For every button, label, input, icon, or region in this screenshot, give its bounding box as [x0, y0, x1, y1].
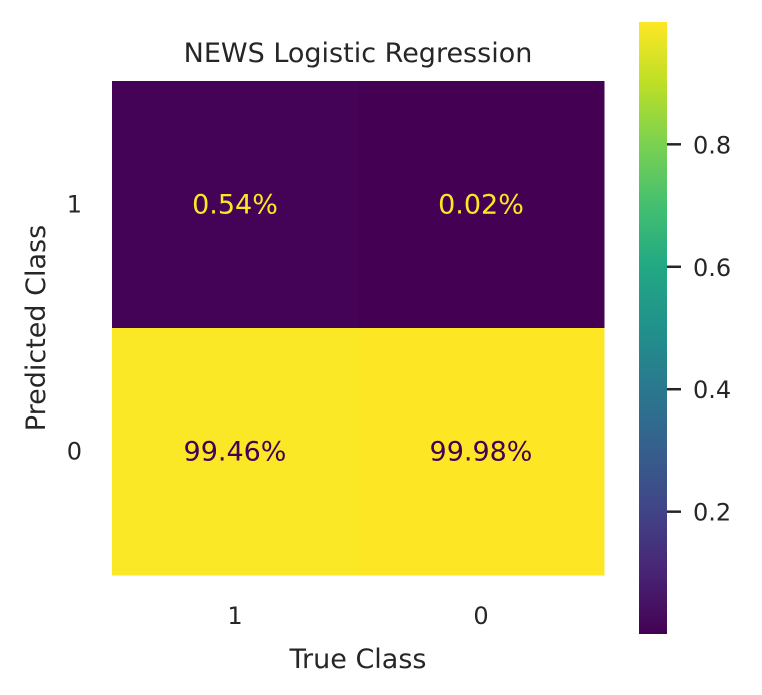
colorbar-tick-label: 0.6 — [693, 254, 731, 282]
y-axis-ticks: 10 — [67, 191, 82, 466]
heatmap-cell-0-0 — [112, 81, 359, 329]
cell-label-1-0: 99.46% — [184, 437, 287, 468]
chart-title: NEWS Logistic Regression — [184, 38, 533, 69]
y-axis-label: Predicted Class — [21, 225, 52, 431]
cell-label-0-0: 0.54% — [192, 190, 278, 221]
cell-label-1-1: 99.98% — [430, 437, 533, 468]
cell-value-labels: 0.54% 0.02% 99.46% 99.98% — [184, 190, 533, 468]
colorbar-ticks: 0.2 0.4 0.6 0.8 — [667, 131, 731, 527]
heatmap-cell-0-1 — [358, 81, 605, 329]
cell-label-0-1: 0.02% — [438, 190, 524, 221]
y-tick-label: 0 — [67, 438, 82, 466]
colorbar-tick-label: 0.2 — [693, 499, 731, 527]
heatmap-cell-1-0 — [112, 328, 359, 576]
heatmap-cells — [112, 81, 605, 576]
x-tick-label: 1 — [227, 602, 242, 630]
colorbar — [639, 22, 667, 634]
x-axis-label: True Class — [289, 644, 427, 675]
colorbar-tick-label: 0.8 — [693, 131, 731, 159]
heatmap-cell-1-1 — [358, 328, 605, 576]
colorbar-tick-label: 0.4 — [693, 376, 731, 404]
x-tick-label: 0 — [473, 602, 488, 630]
y-tick-label: 1 — [67, 191, 82, 219]
